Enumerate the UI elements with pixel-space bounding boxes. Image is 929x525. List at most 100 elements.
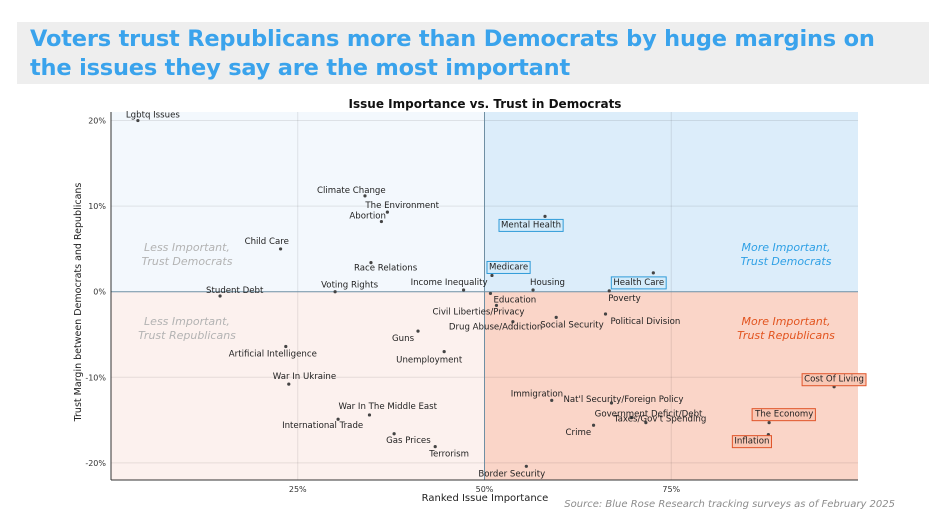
- data-point-group: Guns: [392, 329, 420, 344]
- highlight-box: [801, 373, 867, 387]
- data-point-group: Civil Liberties/Privacy: [432, 303, 524, 317]
- x-tick-label: 25%: [289, 485, 307, 494]
- data-point: [494, 303, 499, 308]
- data-label: Taxes/Gov't Spending: [613, 415, 706, 425]
- data-point-group: Immigration: [511, 389, 563, 403]
- y-tick-label: 0%: [93, 288, 106, 297]
- data-point-group: Cost Of Living: [801, 373, 867, 389]
- data-point: [367, 413, 372, 417]
- x-tick-label: 75%: [662, 485, 680, 494]
- data-point-group: Drug Abuse/Addiction: [449, 320, 542, 333]
- data-label: Cost Of Living: [804, 375, 864, 385]
- quadrant-top-right: [484, 112, 858, 292]
- data-point-group: Government Deficit/Debt: [595, 410, 703, 420]
- highlight-box: [486, 260, 531, 274]
- highlight-box: [610, 276, 667, 290]
- data-point-group: Mental Health: [498, 214, 564, 232]
- data-point-group: Medicare: [486, 260, 531, 278]
- source-note: Source: Blue Rose Research tracking surv…: [564, 499, 895, 510]
- data-label: Climate Change: [317, 186, 386, 196]
- data-point-group: Artificial Intelligence: [229, 344, 317, 359]
- data-point: [550, 398, 554, 403]
- data-point-group: Lgbtq Issues: [126, 111, 180, 123]
- data-label: Border Security: [478, 469, 545, 479]
- y-tick-label: -20%: [85, 459, 106, 468]
- data-label: Inflation: [734, 437, 769, 447]
- chart-title: Issue Importance vs. Trust in Democrats: [349, 97, 622, 111]
- data-point: [363, 194, 367, 198]
- data-label: Civil Liberties/Privacy: [432, 307, 524, 317]
- quadrant-label-bottom-right: Trust Republicans: [737, 329, 835, 342]
- data-point-group: Border Security: [478, 464, 545, 479]
- data-point-group: Social Security: [540, 315, 604, 330]
- data-point-group: Education: [488, 291, 536, 305]
- data-point: [651, 271, 655, 275]
- data-label: Medicare: [489, 262, 528, 272]
- data-label: Housing: [530, 278, 565, 288]
- quadrant-top-left: [111, 112, 485, 292]
- data-label: The Economy: [754, 410, 813, 420]
- data-point-group: Abortion: [349, 212, 386, 224]
- x-tick-label: 50%: [476, 485, 494, 494]
- data-label: Unemployment: [396, 356, 463, 366]
- data-label: Artificial Intelligence: [229, 349, 317, 359]
- data-point-group: Child Care: [245, 237, 289, 251]
- data-point: [278, 247, 283, 251]
- data-point-group: Health Care: [610, 271, 667, 290]
- quadrant-label-top-left: Trust Democrats: [142, 255, 233, 268]
- data-label: Government Deficit/Debt: [595, 410, 703, 420]
- data-point: [531, 288, 535, 292]
- data-point: [392, 432, 396, 436]
- data-point-group: The Economy: [751, 408, 816, 425]
- data-point: [609, 401, 614, 405]
- y-tick-label: 20%: [88, 117, 106, 126]
- data-point-group: Inflation: [731, 433, 772, 449]
- data-point-group: Housing: [530, 278, 565, 292]
- axes: 25% 50% 75% 20% 10% 0% -10% -20%: [85, 112, 858, 494]
- data-point-group: Nat'l Security/Foreign Policy: [563, 395, 683, 405]
- y-axis-label: Trust Margin between Democrats and Repub…: [73, 183, 84, 423]
- data-point-group: Race Relations: [354, 261, 418, 274]
- data-point: [442, 350, 446, 354]
- headline-banner: [17, 22, 929, 84]
- data-label: Immigration: [511, 389, 563, 399]
- data-label: Poverty: [608, 294, 641, 304]
- highlight-box: [751, 408, 816, 422]
- data-label: Terrorism: [428, 450, 469, 460]
- data-point-group: Taxes/Gov't Spending: [613, 415, 706, 425]
- data-point: [554, 315, 558, 319]
- data-label: Voting Rights: [321, 281, 378, 291]
- data-label: Health Care: [613, 278, 664, 288]
- data-point: [218, 294, 222, 298]
- data-label: Nat'l Security/Foreign Policy: [563, 395, 683, 405]
- quadrant-label-bottom-left: Less Important,: [144, 315, 230, 328]
- data-point: [644, 421, 648, 425]
- data-point: [433, 445, 437, 449]
- data-label: Political Division: [611, 317, 681, 327]
- quadrant-bottom-left: [111, 291, 485, 480]
- highlight-box: [498, 218, 564, 232]
- data-point-group: Income Inequality: [411, 278, 488, 292]
- data-label: International Trade: [282, 421, 363, 431]
- data-label: Race Relations: [354, 264, 418, 274]
- data-point-group: Student Debt: [206, 286, 264, 298]
- data-label: Child Care: [245, 237, 289, 247]
- data-label: Income Inequality: [411, 278, 488, 288]
- data-label: Lgbtq Issues: [126, 111, 180, 121]
- data-point-group: Poverty: [607, 289, 641, 304]
- y-tick-label: -10%: [85, 373, 106, 382]
- data-point-group: Terrorism: [428, 445, 469, 460]
- quadrant-label-top-right: Trust Democrats: [741, 255, 832, 268]
- headline: Voters trust Republicans more than Democ…: [30, 26, 875, 81]
- data-point: [416, 329, 420, 333]
- data-point: [607, 289, 611, 293]
- data-point: [524, 464, 528, 468]
- data-label: Mental Health: [501, 220, 561, 230]
- data-point-group: Gas Prices: [386, 432, 431, 446]
- data-point: [385, 210, 389, 214]
- data-point: [336, 417, 340, 421]
- data-point: [543, 214, 547, 219]
- data-point-group: The Environment: [364, 201, 440, 214]
